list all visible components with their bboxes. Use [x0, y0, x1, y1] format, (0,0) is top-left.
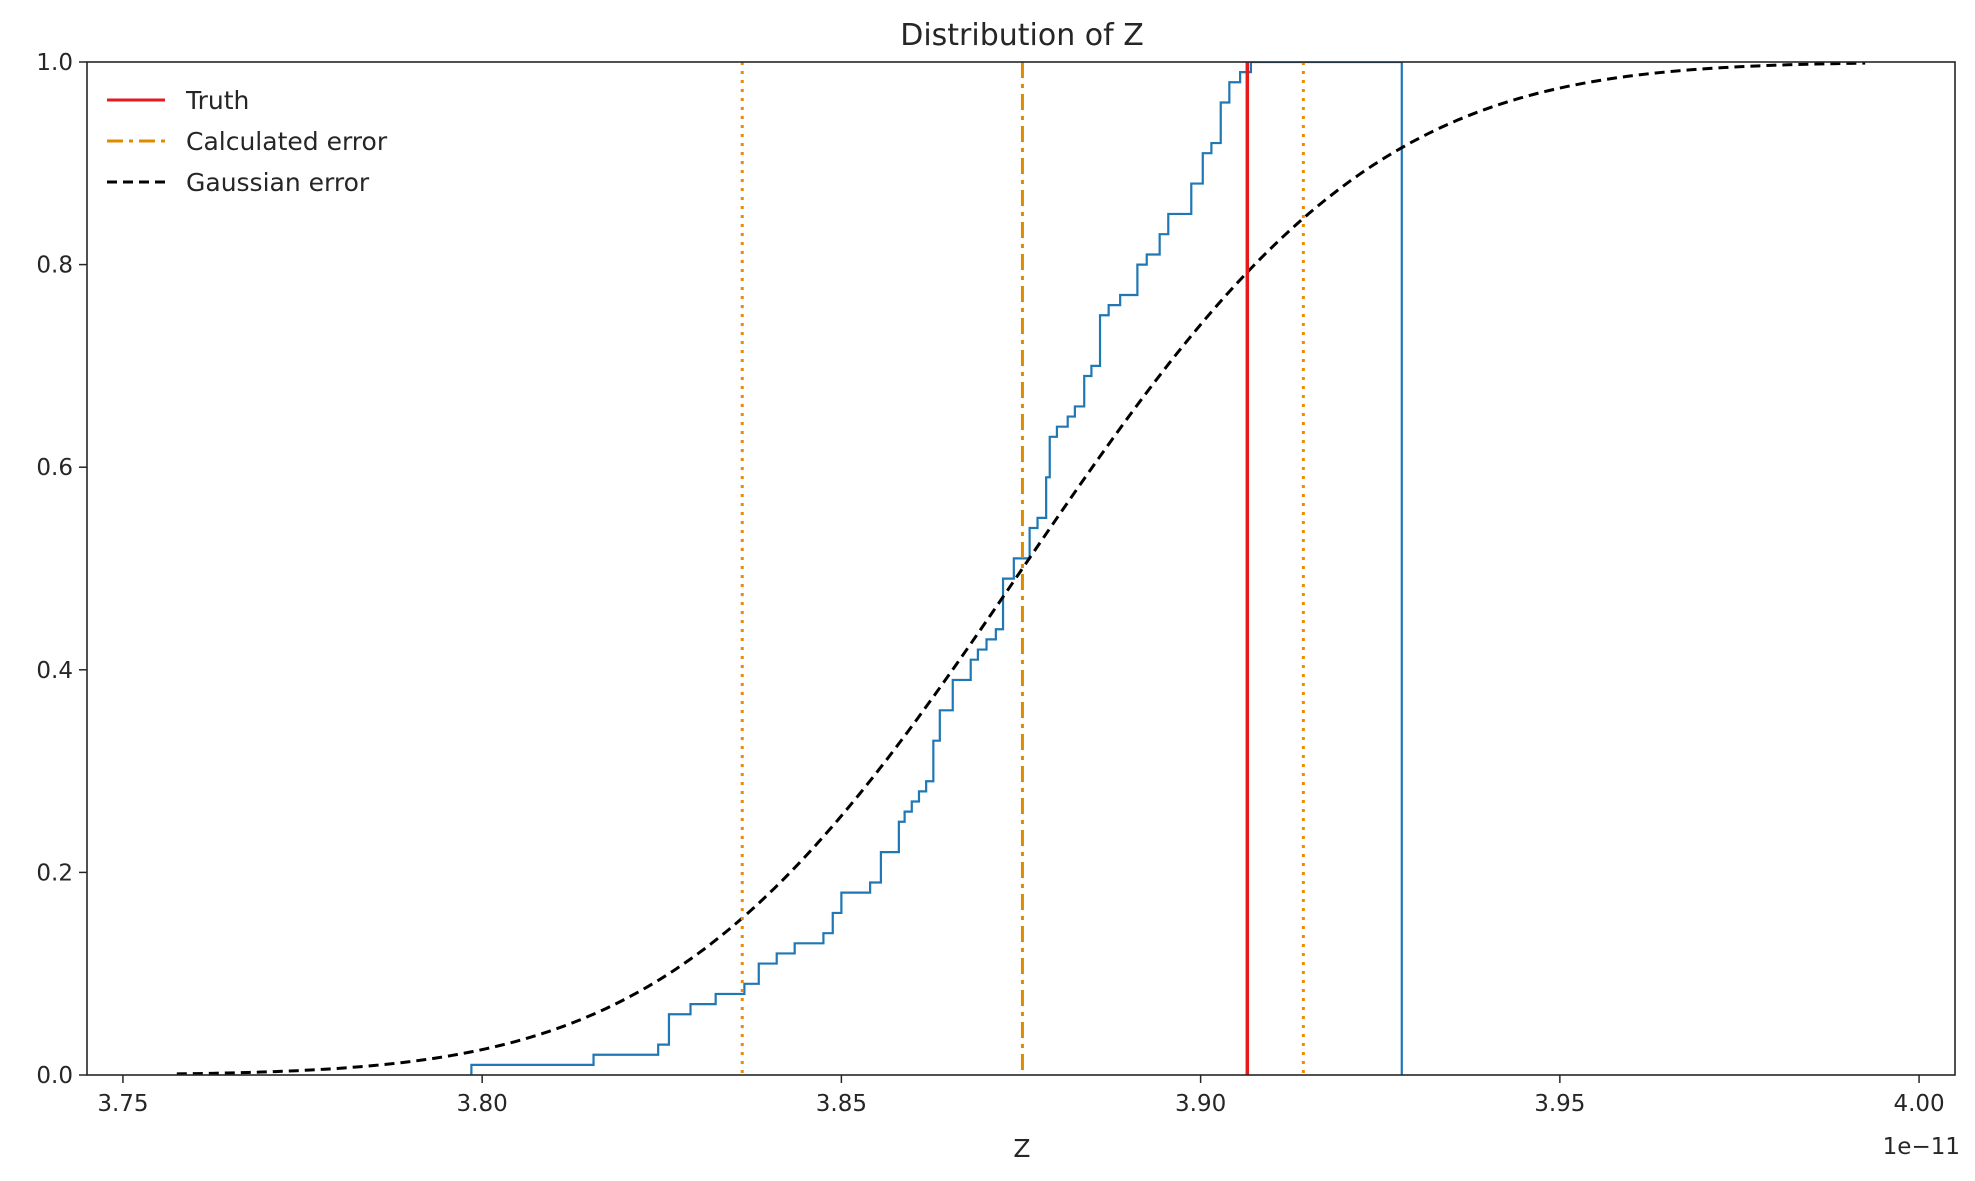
gaussian-cdf-line	[176, 62, 1866, 1075]
legend-label: Calculated error	[186, 127, 388, 156]
y-axis: 0.0 0.2 0.4 0.6 0.8 1.0	[36, 50, 87, 1089]
x-axis-offset-label: 1e−11	[1883, 1134, 1960, 1160]
x-tick-label: 4.00	[1893, 1091, 1944, 1117]
x-tick-label: 3.95	[1534, 1091, 1585, 1117]
y-tick-label: 0.6	[36, 455, 73, 481]
plot-inner	[176, 62, 1866, 1075]
legend: Truth Calculated error Gaussian error	[107, 86, 388, 197]
x-axis-label: Z	[1013, 1134, 1030, 1163]
plot-frame	[86, 61, 1956, 1076]
y-tick-label: 0.4	[36, 658, 73, 684]
x-tick-label: 3.90	[1175, 1091, 1226, 1117]
x-tick-label: 3.75	[97, 1091, 148, 1117]
legend-label: Gaussian error	[186, 168, 370, 197]
x-tick-label: 3.80	[457, 1091, 508, 1117]
chart-title: Distribution of Z	[900, 18, 1144, 53]
x-tick-label: 3.85	[816, 1091, 867, 1117]
x-axis: 3.75 3.80 3.85 3.90 3.95 4.00	[97, 1075, 1945, 1117]
y-tick-label: 0.8	[36, 253, 73, 279]
y-tick-label: 1.0	[36, 50, 73, 76]
plot-area	[86, 61, 1956, 1076]
y-tick-label: 0.0	[36, 1063, 73, 1089]
ecdf-step-line	[470, 62, 1403, 1075]
y-tick-label: 0.2	[36, 860, 73, 886]
legend-label: Truth	[185, 86, 249, 115]
